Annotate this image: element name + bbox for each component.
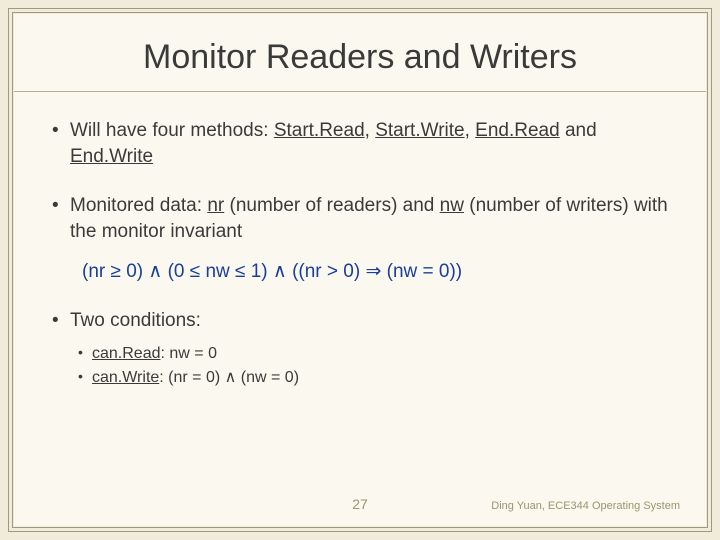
monitored-mid1: (number of readers) and: [224, 195, 439, 216]
canwrite-cond: : (nr = 0) ∧ (nw = 0): [159, 369, 299, 386]
page-number: 27: [352, 496, 368, 512]
bullet-methods-prefix: Will have four methods:: [70, 120, 274, 141]
var-nw: nw: [440, 195, 464, 216]
conditions-label: Two conditions:: [70, 310, 201, 331]
canwrite-name: can.Write: [92, 369, 159, 386]
slide-title: Monitor Readers and Writers: [50, 38, 670, 77]
condition-canread: can.Read: nw = 0: [92, 342, 670, 366]
method-endwrite: End.Write: [70, 146, 153, 167]
condition-canwrite: can.Write: (nr = 0) ∧ (nw = 0): [92, 366, 670, 390]
monitored-prefix: Monitored data:: [70, 195, 207, 216]
sep: ,: [365, 120, 376, 141]
slide-content: Monitor Readers and Writers Will have fo…: [14, 14, 706, 526]
method-startread: Start.Read: [274, 120, 365, 141]
sep: ,: [465, 120, 476, 141]
conditions-sublist: can.Read: nw = 0 can.Write: (nr = 0) ∧ (…: [70, 342, 670, 390]
method-endread: End.Read: [475, 120, 560, 141]
monitor-invariant: (nr ≥ 0) ∧ (0 ≤ nw ≤ 1) ∧ ((nr > 0) ⇒ (n…: [82, 259, 670, 285]
main-bullet-list: Will have four methods: Start.Read, Star…: [50, 118, 670, 390]
bullet-methods: Will have four methods: Start.Read, Star…: [70, 118, 670, 169]
title-underline: [14, 91, 706, 92]
footer-attribution: Ding Yuan, ECE344 Operating System: [491, 500, 680, 512]
method-startwrite: Start.Write: [375, 120, 464, 141]
bullet-monitored-data: Monitored data: nr (number of readers) a…: [70, 193, 670, 284]
var-nr: nr: [207, 195, 224, 216]
sep: and: [560, 120, 597, 141]
canread-name: can.Read: [92, 345, 161, 362]
canread-cond: : nw = 0: [161, 345, 217, 362]
bullet-conditions: Two conditions: can.Read: nw = 0 can.Wri…: [70, 308, 670, 390]
